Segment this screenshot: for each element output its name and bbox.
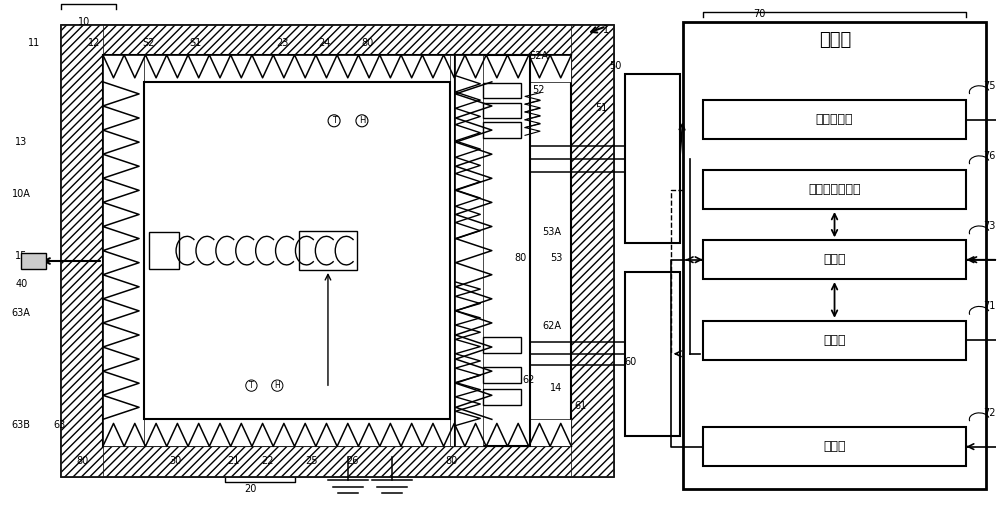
Text: 71: 71	[983, 301, 996, 311]
Text: 80: 80	[515, 253, 527, 264]
Bar	[483, 103, 521, 118]
Text: 14: 14	[550, 383, 563, 393]
Bar	[455, 55, 483, 446]
Text: 20: 20	[244, 484, 256, 494]
Text: T: T	[249, 381, 254, 390]
Bar	[483, 337, 521, 353]
Bar	[299, 231, 357, 270]
Text: 53A: 53A	[542, 228, 561, 238]
Bar	[703, 427, 966, 466]
Text: 63: 63	[53, 420, 65, 430]
Text: 53: 53	[550, 253, 563, 264]
Text: 60: 60	[624, 357, 636, 367]
Text: 23: 23	[277, 38, 289, 48]
Text: 80: 80	[361, 38, 374, 48]
Bar	[625, 271, 680, 436]
Bar	[144, 82, 450, 419]
Text: S2: S2	[142, 38, 155, 48]
Bar	[455, 55, 530, 446]
Bar	[571, 25, 613, 477]
Bar	[703, 170, 966, 209]
Text: 15: 15	[15, 251, 27, 261]
Text: 61: 61	[574, 401, 586, 411]
Bar	[625, 75, 680, 243]
Bar	[703, 100, 966, 139]
Text: 30: 30	[169, 456, 182, 466]
Text: 62A: 62A	[542, 321, 561, 331]
Text: 10A: 10A	[12, 188, 31, 198]
Text: 80: 80	[445, 456, 457, 466]
Bar	[61, 25, 613, 477]
Text: 63A: 63A	[12, 308, 31, 318]
Bar	[683, 22, 986, 490]
Text: 24: 24	[319, 38, 331, 48]
Text: H: H	[274, 381, 280, 390]
Text: 25: 25	[306, 456, 318, 466]
Text: 70: 70	[753, 9, 766, 19]
Text: 62: 62	[522, 375, 535, 385]
Text: 调温控制部: 调温控制部	[816, 113, 853, 126]
Bar	[703, 321, 966, 360]
Bar	[103, 55, 571, 446]
Bar	[483, 389, 521, 405]
Text: 干燥气体控制部: 干燥气体控制部	[808, 183, 861, 196]
Text: 存储部: 存储部	[823, 440, 846, 453]
Bar	[61, 446, 613, 477]
Text: 10: 10	[78, 17, 90, 27]
Text: 76: 76	[983, 151, 996, 161]
Text: 13: 13	[15, 137, 27, 147]
Text: 50: 50	[609, 61, 621, 72]
Bar	[703, 240, 966, 279]
Text: 11: 11	[28, 38, 40, 48]
Text: S1: S1	[189, 38, 201, 48]
Bar	[483, 122, 521, 138]
Text: 判断部: 判断部	[823, 253, 846, 266]
Text: 72: 72	[983, 408, 996, 418]
Text: 26: 26	[346, 456, 359, 466]
Bar	[21, 253, 46, 269]
Text: 21: 21	[227, 456, 239, 466]
Text: 51: 51	[595, 103, 607, 113]
Bar	[61, 25, 103, 477]
Text: 52A: 52A	[529, 51, 548, 61]
Bar	[450, 55, 492, 446]
Text: T: T	[332, 116, 337, 125]
Text: 63B: 63B	[12, 420, 31, 430]
Bar	[103, 55, 571, 82]
Text: 受理部: 受理部	[823, 334, 846, 347]
Text: 1: 1	[603, 25, 609, 35]
Bar	[149, 232, 179, 269]
Text: 52: 52	[532, 85, 545, 94]
Text: 73: 73	[983, 221, 996, 231]
Text: 12: 12	[88, 38, 100, 48]
Bar	[483, 367, 521, 383]
Text: 控制部: 控制部	[819, 31, 851, 50]
Bar	[61, 25, 613, 55]
Bar	[103, 419, 571, 446]
Bar	[483, 83, 521, 99]
Text: 80: 80	[77, 456, 89, 466]
Text: 75: 75	[983, 81, 996, 91]
Text: H: H	[359, 116, 365, 125]
Text: 22: 22	[262, 456, 274, 466]
Text: 40: 40	[15, 279, 27, 289]
Bar	[103, 55, 144, 446]
